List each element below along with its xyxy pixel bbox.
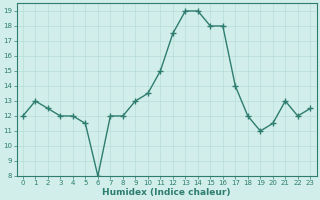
X-axis label: Humidex (Indice chaleur): Humidex (Indice chaleur) [102,188,231,197]
